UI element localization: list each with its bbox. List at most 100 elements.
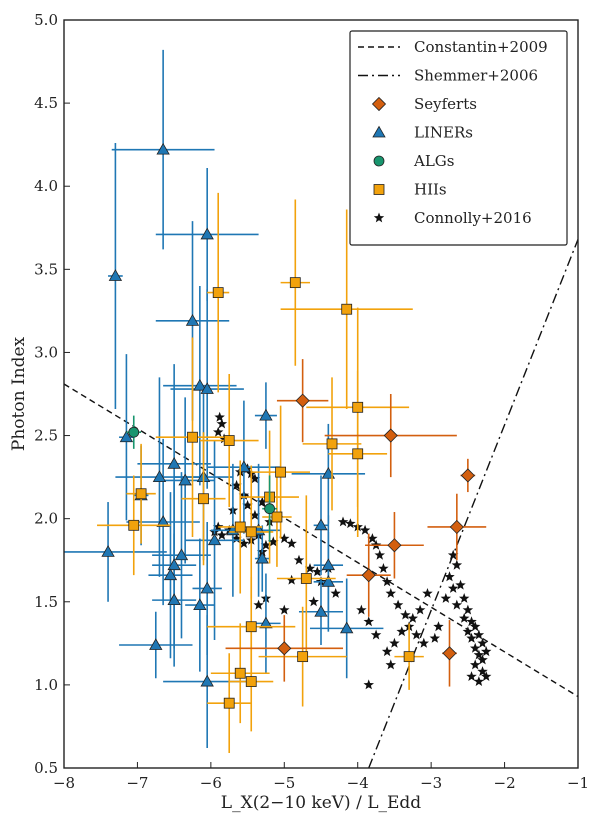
liners-point	[321, 575, 336, 587]
connolly-2016-point	[260, 539, 272, 550]
connolly-2016-point	[407, 612, 418, 623]
connolly-2016-point	[462, 626, 474, 637]
liners-point	[101, 545, 115, 557]
hiis-point	[352, 401, 364, 413]
liners-point	[167, 457, 181, 469]
y-tick-label: 3.5	[34, 260, 58, 278]
liners-point	[340, 621, 354, 634]
liners-point	[207, 533, 222, 546]
connolly-2016-point	[470, 659, 481, 670]
connolly-2016-point	[473, 676, 485, 686]
y-axis-title: Photon Index	[9, 336, 29, 451]
y-tick-label: 1.0	[34, 676, 58, 694]
hiis-point	[135, 488, 147, 500]
connolly-2016-point	[447, 549, 459, 560]
connolly-2016-point	[477, 654, 488, 665]
liners-point	[314, 518, 328, 531]
legend-connolly-2016-swatch	[373, 212, 385, 223]
connolly-2016-point	[466, 632, 477, 643]
liners-point	[152, 470, 167, 483]
liners-point	[178, 473, 192, 486]
hiis-point	[234, 521, 246, 533]
legend-constantin-2009-label: Constantin+2009	[414, 38, 548, 56]
liners-point	[174, 548, 189, 561]
connolly-2016-point	[451, 559, 463, 570]
connolly-2016-point	[356, 604, 367, 615]
legend-hiis-swatch	[373, 184, 385, 195]
connolly-2016-point	[470, 642, 481, 653]
data-marks	[64, 49, 492, 754]
seyferts-point	[361, 568, 376, 583]
connolly-2016-point	[238, 538, 250, 548]
connolly-2016-point	[279, 533, 290, 544]
connolly-2016-point	[249, 473, 261, 484]
x-tick-label: −6	[200, 774, 222, 792]
seyferts-point	[460, 468, 475, 483]
legend-algs-swatch	[373, 155, 385, 167]
liners-point	[193, 598, 207, 611]
legend-connolly-2016-label: Connolly+2016	[414, 209, 532, 227]
liners-point	[156, 142, 170, 155]
connolly-2016-point	[470, 621, 481, 632]
axis-ticks: −8 −7 −6 −5 −4 −3 −2 −1 0.5 1.0 1.5 2.0 2.5 3.0 3.5 4.0…	[34, 11, 589, 792]
connolly-2016-point	[459, 612, 470, 623]
x-axis-title: L_X(2−10 keV) / L_Edd	[221, 793, 422, 813]
connolly-2016-point	[477, 666, 488, 676]
liners-point	[259, 408, 273, 421]
x-tick-label: −4	[347, 774, 369, 792]
connolly-2016-point	[214, 411, 225, 422]
seyferts-point	[449, 519, 464, 535]
connolly-2016-point	[422, 588, 433, 598]
connolly-2016-point	[385, 588, 396, 598]
connolly-2016-point	[433, 621, 444, 632]
connolly-2016-point	[268, 536, 279, 547]
hiis-point	[297, 651, 309, 663]
y-tick-label: 4.0	[34, 177, 58, 195]
liners-point	[255, 551, 269, 564]
connolly-2016-point	[473, 649, 485, 660]
algs-point	[128, 426, 140, 438]
liners-point	[119, 430, 134, 443]
y-tick-label: 0.5	[34, 759, 58, 777]
shemmer-2006-line	[368, 239, 578, 768]
liners-point	[149, 638, 163, 650]
liners-point	[185, 314, 200, 326]
connolly-2016-point	[363, 616, 374, 627]
y-tick-label: 2.0	[34, 510, 58, 528]
legend-algs-label: ALGs	[413, 152, 454, 170]
hiis-point	[198, 493, 209, 505]
connolly-2016-point	[473, 629, 485, 640]
connolly-2016-point	[253, 599, 264, 610]
liners-point	[200, 674, 214, 687]
connolly-2016-point	[466, 671, 477, 681]
y-tick-label: 1.5	[34, 593, 58, 611]
connolly-2016-point	[459, 593, 470, 603]
x-tick-label: −3	[420, 774, 442, 792]
seyferts-point	[383, 428, 398, 443]
connolly-2016-point	[312, 566, 323, 577]
y-tick-label: 2.5	[34, 427, 58, 445]
connolly-2016-point	[411, 629, 422, 640]
hiis-point	[187, 431, 198, 443]
connolly-2016-point	[286, 538, 297, 548]
hiis-point	[352, 448, 364, 460]
connolly-2016-point	[477, 637, 488, 648]
connolly-2016-point	[367, 533, 378, 544]
connolly-2016-point	[481, 671, 492, 681]
hiis-point	[289, 277, 301, 289]
seyferts-point	[277, 641, 292, 656]
connolly-2016-point	[370, 629, 382, 640]
liners-point	[259, 616, 273, 629]
liners-point	[321, 558, 336, 571]
hiis-point	[245, 526, 257, 538]
hiis-point	[245, 621, 257, 633]
connolly-2016-point	[451, 599, 463, 610]
algs-point	[264, 503, 276, 515]
connolly-2016-point	[381, 646, 393, 657]
hiis-point	[212, 287, 224, 299]
connolly-2016-point	[444, 571, 455, 582]
hiis-point	[403, 651, 415, 663]
connolly-2016-point	[231, 533, 242, 544]
hiis-point	[128, 519, 140, 531]
